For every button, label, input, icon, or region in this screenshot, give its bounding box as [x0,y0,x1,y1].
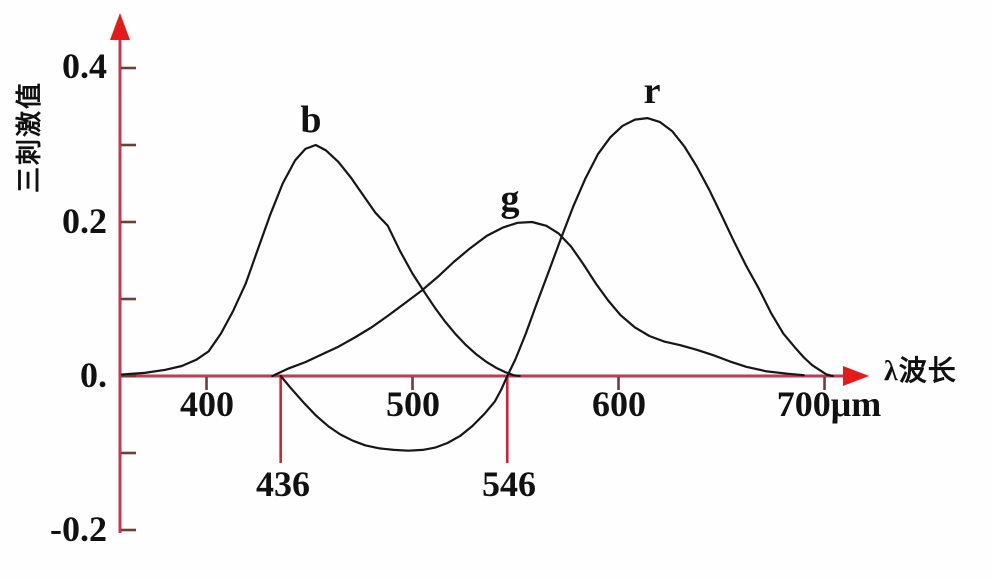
dropline-label-436: 436 [256,464,310,504]
y-tick-label-0-2: 0.2 [62,201,107,241]
curve-label-b: b [300,99,322,141]
curve-b [120,143,521,378]
curve-g [271,220,806,378]
y-axis-arrowhead-icon [110,13,130,40]
dropline-label-546: 546 [482,464,536,504]
x-tick-label-400: 400 [180,384,234,424]
x-axis-title: λ波长 [884,356,957,387]
y-axis-title: 三刺激值 [15,81,44,194]
y-tick-label-0: 0. [80,355,107,395]
x-tick-label-500: 500 [386,384,440,424]
x-tick-label-600: 600 [592,384,646,424]
x-axis-arrowhead-icon [843,366,869,386]
curve-r [279,116,834,452]
y-tick-label-0-4: 0.4 [62,46,107,86]
curve-label-r: r [643,70,661,112]
curve-label-g: g [500,178,520,220]
y-tick-label-neg-0-2: -0.2 [50,509,107,549]
x-tick-label-700um: 700μm [776,384,882,424]
